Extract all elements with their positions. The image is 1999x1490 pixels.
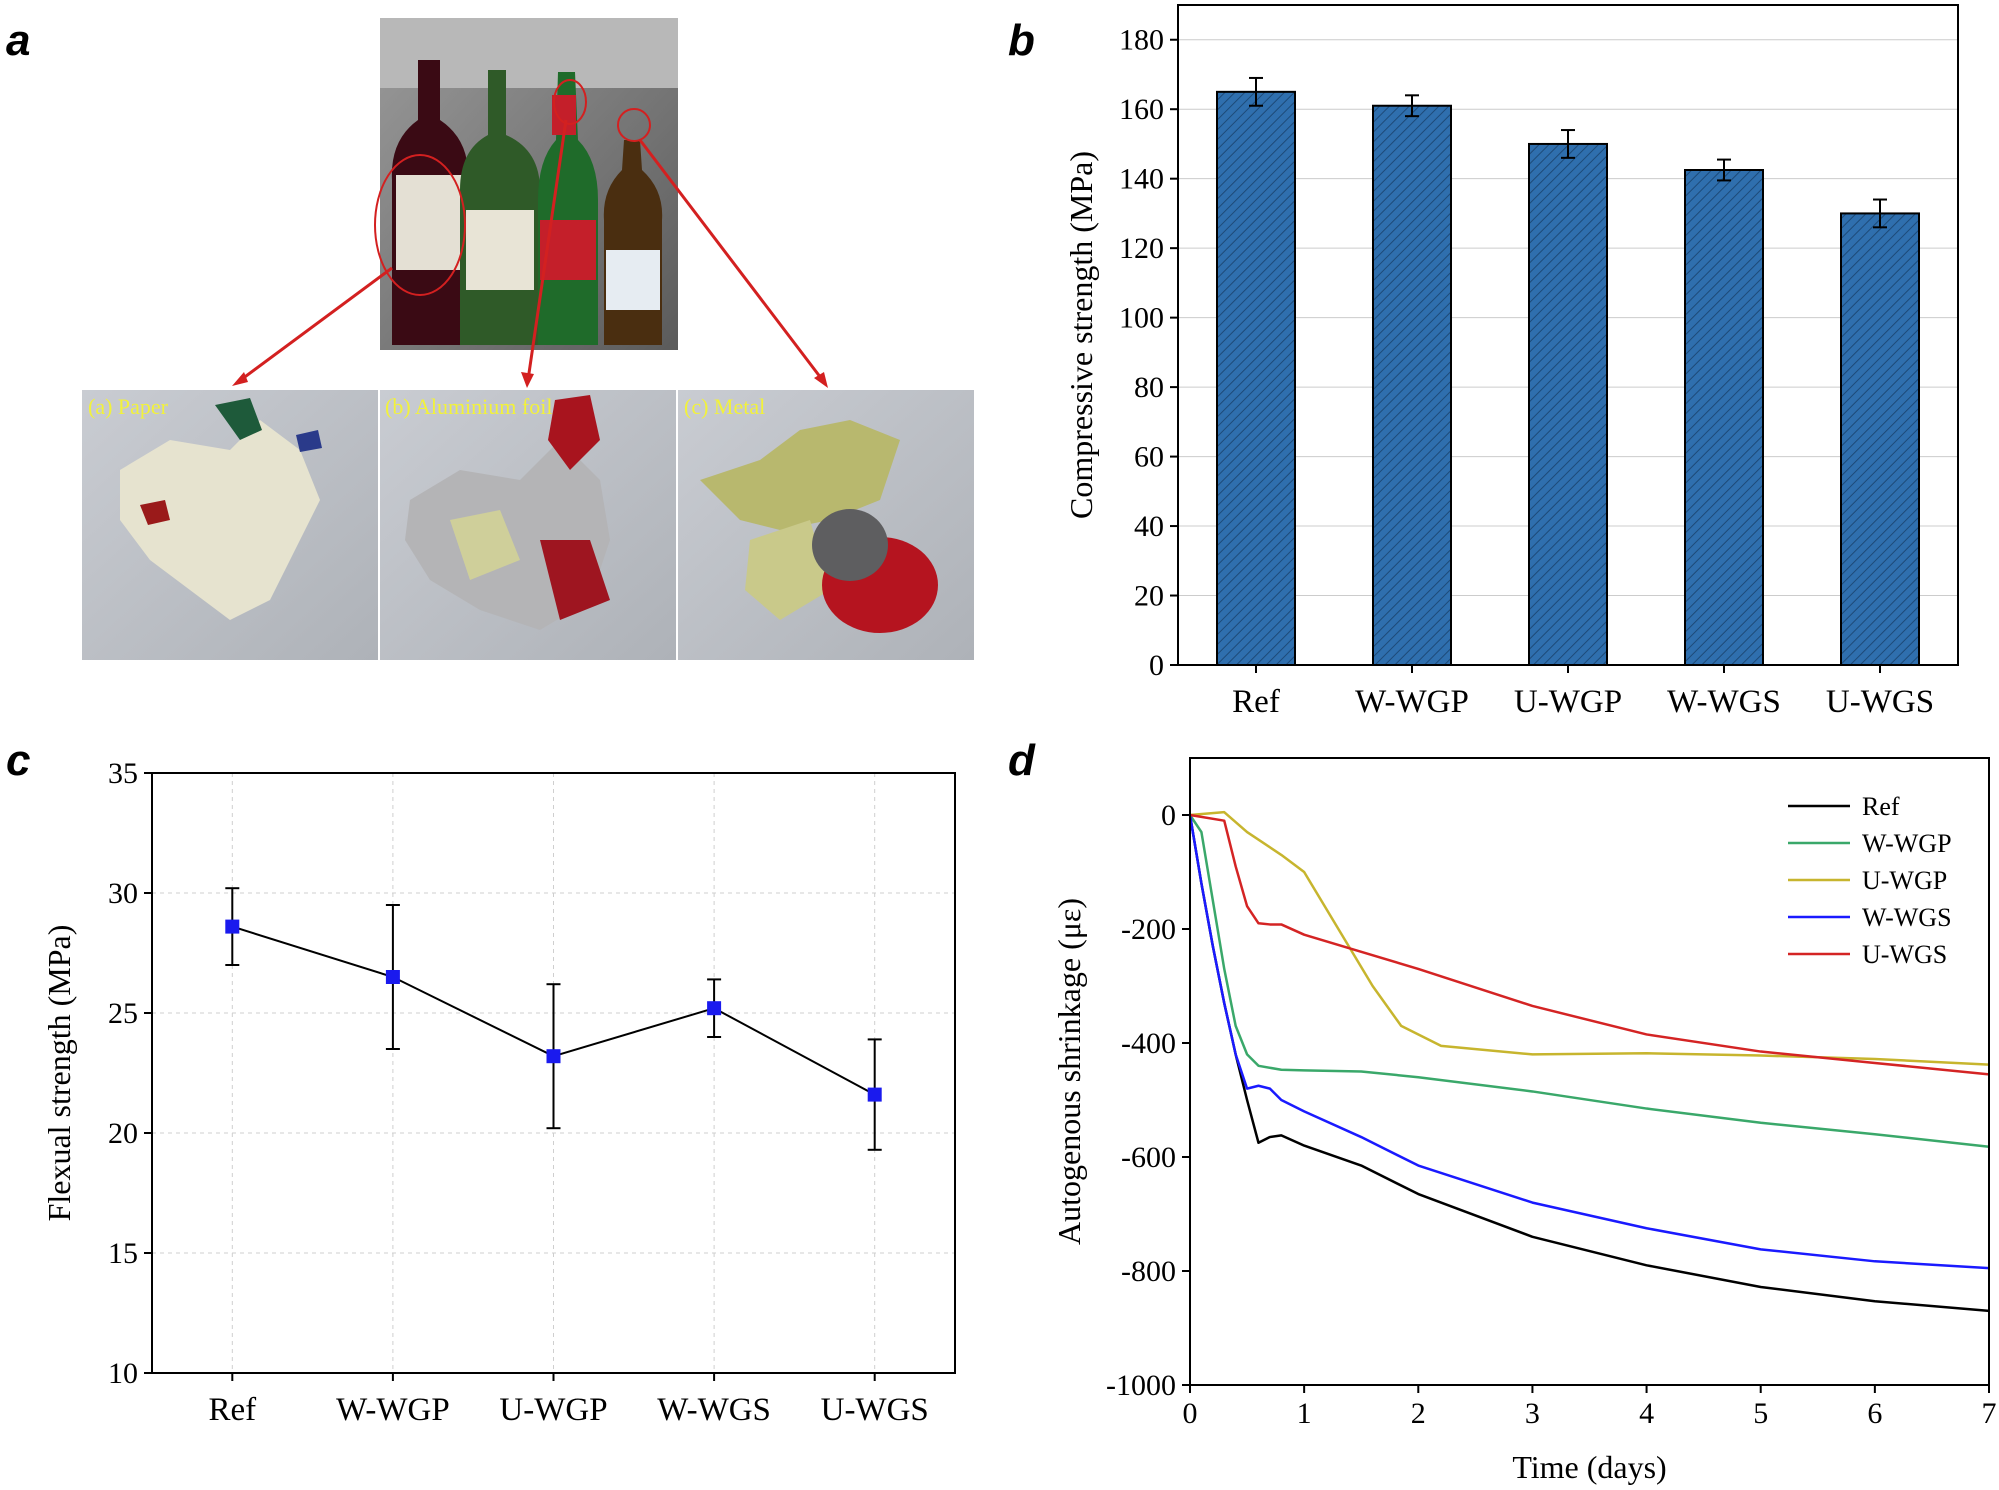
data-point [225,919,240,934]
series-line [1188,814,1990,1270]
panel-label-c: c [6,736,30,785]
photo-aluminium: (b) Aluminium foil [380,390,676,660]
y-tick-label: 10 [108,1357,138,1390]
photo-label-paper: (a) Paper [88,394,169,419]
x-tick-label: W-WGP [1355,684,1469,720]
x-tick-label: 2 [1411,1397,1426,1430]
x-tick-label: U-WGP [499,1392,607,1428]
data-point [867,1087,882,1102]
x-tick-label: 3 [1525,1397,1540,1430]
x-tick-label: U-WGS [821,1392,929,1428]
x-tick-label: 7 [1982,1397,1997,1430]
x-tick-label: 1 [1297,1397,1312,1430]
y-tick-label: 15 [108,1237,138,1270]
y-tick-label: 0 [1161,799,1176,832]
bar [1216,90,1296,666]
bar [1684,169,1764,666]
series-line [1189,810,1990,1066]
y-tick-label: -200 [1121,913,1176,946]
legend-label: W-WGP [1862,829,1952,858]
y-tick-label: 35 [108,757,138,790]
plot-frame [151,772,956,1374]
panel-label-b: b [1008,16,1035,65]
y-tick-label: 0 [1149,649,1164,682]
photo-label-aluminium: (b) Aluminium foil [385,394,552,419]
x-tick-label: W-WGS [657,1392,771,1428]
plot-frame [1189,757,1990,1386]
y-tick-label: 80 [1134,371,1164,404]
data-point [546,1049,561,1064]
x-tick-label: 4 [1639,1397,1654,1430]
y-tick-label: 120 [1119,232,1164,265]
panel-a: a [6,16,974,660]
series-line [1189,813,1990,1076]
y-tick-label: 140 [1119,163,1164,196]
y-tick-label: 160 [1119,93,1164,126]
x-axis-label: Time (days) [1512,1449,1666,1485]
y-tick-label: 60 [1134,441,1164,474]
y-tick-label: 20 [1134,580,1164,613]
photo-label-metal: (c) Metal [684,394,765,419]
x-tick-label: U-WGS [1826,684,1934,720]
y-axis-label: Autogenous shrinkage (με) [1051,898,1087,1245]
x-tick-label: W-WGP [336,1392,450,1428]
chart-flexual-strength: 10 15 20 25 30 35 Ref W-WGP U-WGP W-WGS U-WGS Flexu… [41,757,956,1428]
series-line [1188,814,1990,1148]
x-tick-label: Ref [208,1392,256,1428]
panel-b: b 0 20 40 60 80 100 120 140 160 180 Ref W-WGP U-WGP W… [1008,4,1959,720]
x-tick-label: 0 [1183,1397,1198,1430]
y-tick-label: 30 [108,877,138,910]
bottles-photo [232,18,828,388]
photo-metal: (c) Metal [678,390,974,660]
x-tick-label: U-WGP [1514,684,1622,720]
bar [1528,142,1608,666]
legend-label: W-WGS [1862,903,1952,932]
y-tick-label: 20 [108,1117,138,1150]
legend-label: U-WGS [1862,940,1947,969]
legend-label: Ref [1862,792,1900,821]
y-axis-label: Compressive strength (MPa) [1063,151,1099,519]
x-tick-label: W-WGS [1667,684,1781,720]
y-tick-label: 100 [1119,302,1164,335]
panel-label-a: a [6,16,30,65]
panel-label-d: d [1008,736,1036,785]
legend-label: U-WGP [1862,866,1947,895]
bar [1840,212,1920,666]
y-tick-label: 25 [108,997,138,1030]
y-tick-label: 40 [1134,510,1164,543]
y-tick-label: -400 [1121,1027,1176,1060]
y-tick-label: 180 [1119,24,1164,57]
panel-c: c 10 15 20 25 30 35 Ref W-WGP U-WGP W-WGS U-WGS Fle… [6,736,956,1428]
bar [1372,104,1452,667]
y-tick-label: -600 [1121,1141,1176,1174]
plot-frame [1177,4,1959,666]
x-tick-label: 5 [1753,1397,1768,1430]
y-tick-label: -800 [1121,1255,1176,1288]
data-point [385,970,400,984]
x-tick-label: 6 [1867,1397,1882,1430]
chart-compressive-strength: 0 20 40 60 80 100 120 140 160 180 Ref W-WGP U-WGP W-W… [1063,4,1959,720]
y-tick-label: -1000 [1106,1369,1176,1402]
data-point [707,1001,722,1016]
y-axis-label: Flexual strength (MPa) [41,925,77,1222]
x-tick-label: Ref [1232,684,1280,720]
photo-paper: (a) Paper [82,390,378,660]
